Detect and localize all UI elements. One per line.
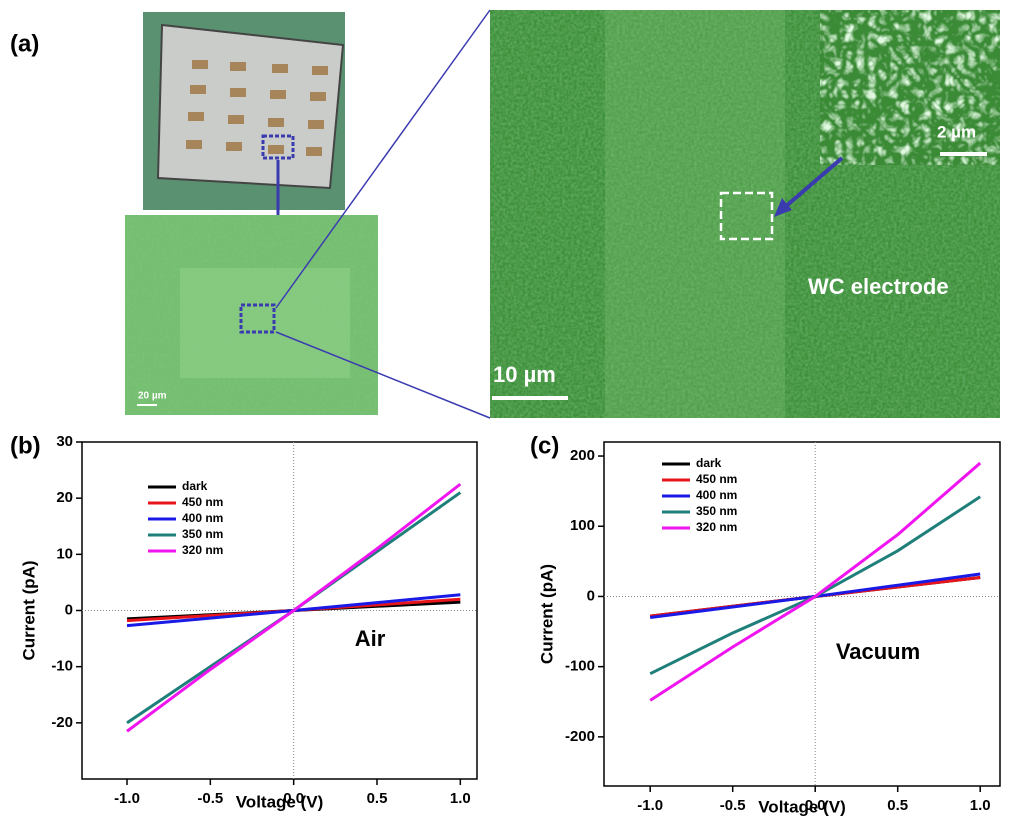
legend-label: 400 nm: [182, 511, 223, 525]
electrode-area: [180, 268, 350, 378]
x-tick-label: 1.0: [450, 790, 471, 807]
legend-label: 320 nm: [696, 520, 737, 534]
scale-label: 20 µm: [138, 391, 167, 402]
y-tick-label: 200: [570, 447, 595, 464]
y-tick-label: 30: [56, 433, 73, 450]
y-axis-label: Current (pA): [19, 560, 38, 660]
x-axis-label: Voltage (V): [758, 797, 846, 816]
legend-label: 350 nm: [696, 504, 737, 518]
legend-label: 320 nm: [182, 543, 223, 557]
legend-label: 450 nm: [696, 472, 737, 486]
x-tick-label: 1.0: [970, 797, 991, 814]
panel-label: (c): [530, 432, 559, 459]
scale-label: 2 µm: [937, 122, 976, 141]
panel-label: (a): [10, 30, 39, 57]
figure: (a) 20 µm 2 µm WC electrode 10 µm -1.0 -0…: [0, 0, 1011, 819]
y-tick-label: 20: [56, 489, 73, 506]
x-tick-label: -1.0: [637, 797, 663, 814]
inset-texture: [820, 10, 1000, 165]
y-tick-label: 0: [65, 601, 73, 618]
electrode-gap: [605, 10, 785, 418]
legend-label: dark: [696, 456, 722, 470]
x-axis-label: Voltage (V): [236, 792, 324, 811]
y-tick-label: -200: [565, 728, 595, 745]
legend-label: 400 nm: [696, 488, 737, 502]
y-tick-label: -10: [51, 658, 73, 675]
x-tick-label: 0.5: [887, 797, 908, 814]
chip: [158, 25, 343, 188]
y-tick-label: -20: [51, 714, 73, 731]
y-tick-label: 0: [587, 587, 595, 604]
annotation: WC electrode: [808, 274, 949, 299]
y-tick-label: 10: [56, 545, 73, 562]
x-tick-label: -0.5: [197, 790, 223, 807]
x-tick-label: -1.0: [114, 790, 140, 807]
y-axis-label: Current (pA): [537, 564, 556, 664]
legend-label: 450 nm: [182, 495, 223, 509]
x-tick-label: -0.5: [720, 797, 746, 814]
x-tick-label: 0.5: [367, 790, 388, 807]
y-tick-label: -100: [565, 658, 595, 675]
annotation: Air: [355, 626, 386, 651]
legend-label: dark: [182, 479, 208, 493]
scale-label: 10 µm: [493, 362, 556, 387]
legend-label: 350 nm: [182, 527, 223, 541]
y-tick-label: 100: [570, 517, 595, 534]
panel-label: (b): [10, 432, 41, 459]
annotation: Vacuum: [836, 639, 920, 664]
